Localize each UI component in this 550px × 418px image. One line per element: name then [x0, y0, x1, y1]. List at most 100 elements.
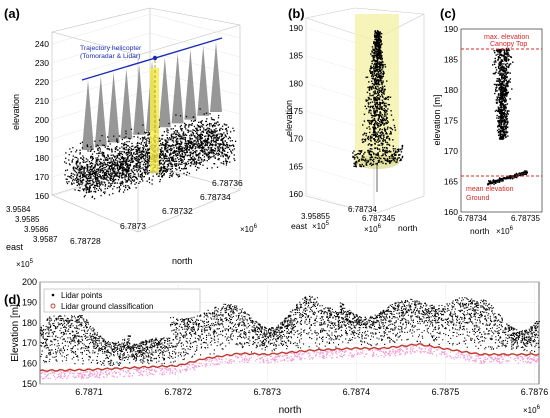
- panel-a-point: [82, 178, 85, 181]
- panel-a-point: [72, 178, 74, 180]
- panel-c-point: [505, 60, 508, 63]
- panel-a-point: [161, 147, 163, 149]
- panel-a-point: [87, 187, 89, 190]
- panel-d-ground-point: [482, 354, 484, 356]
- panel-b-point: [370, 143, 372, 146]
- panel-b-point: [370, 155, 372, 157]
- panel-a-point: [167, 164, 170, 166]
- panel-a-point: [215, 130, 217, 133]
- panel-a-point: [144, 131, 146, 133]
- panel-a-point: [206, 123, 209, 126]
- panel-b-point: [374, 65, 377, 68]
- panel-a-point: [183, 150, 185, 152]
- panel-b-point: [377, 107, 380, 110]
- panel-b-point: [361, 154, 364, 157]
- panel-a-point: [177, 148, 180, 150]
- panel-a-point: [226, 144, 229, 146]
- panel-a-point: [134, 175, 136, 178]
- panel-a-point: [205, 124, 208, 127]
- panel-c-point: [506, 115, 508, 118]
- panel-c-point: [507, 49, 509, 51]
- panel-a-point: [77, 167, 79, 169]
- panel-c-point: [500, 96, 503, 98]
- panel-a-east-tick: 3.9586: [24, 225, 49, 234]
- panel-d-ground-point: [230, 358, 232, 361]
- panel-b-point: [385, 118, 388, 120]
- panel-b-point: [378, 31, 380, 34]
- panel-c-point: [497, 110, 499, 112]
- panel-a-point: [128, 167, 130, 169]
- panel-a-point: [199, 145, 201, 147]
- panel-b-point: [392, 156, 395, 158]
- panel-c-point: [501, 102, 503, 104]
- panel-a-point: [91, 173, 94, 176]
- panel-b-point: [379, 46, 382, 49]
- panel-b-point: [375, 114, 377, 117]
- panel-d-ground-point: [42, 371, 44, 373]
- panel-a-point: [120, 162, 123, 164]
- panel-a-point: [173, 154, 175, 157]
- panel-a-point: [100, 183, 102, 185]
- panel-b-point: [379, 80, 381, 82]
- panel-a-point: [234, 159, 236, 162]
- panel-a-point: [194, 139, 196, 142]
- panel-c-point: [520, 172, 523, 174]
- panel-a-point: [104, 162, 106, 164]
- panel-b-point: [379, 39, 381, 42]
- panel-b-point: [389, 127, 391, 129]
- panel-a-point: [86, 169, 89, 171]
- panel-b-point: [375, 42, 378, 45]
- panel-b-point: [376, 111, 378, 113]
- panel-a-point: [201, 143, 204, 145]
- panel-a-point: [180, 155, 183, 157]
- panel-d-ground-point: [406, 350, 408, 353]
- panel-a-point: [198, 143, 200, 145]
- panel-d-ground-point: [216, 360, 218, 362]
- panel-b-point: [379, 105, 381, 107]
- panel-a-point: [212, 149, 214, 151]
- panel-b-point: [382, 153, 384, 155]
- panel-a-point: [212, 139, 215, 141]
- panel-c-point: [494, 57, 496, 60]
- panel-a-point: [162, 160, 164, 162]
- panel-b-point: [379, 113, 381, 115]
- panel-d-ground-point: [88, 373, 90, 376]
- panel-b-point: [377, 40, 379, 42]
- panel-a-point: [206, 154, 208, 156]
- panel-b-point: [374, 50, 377, 52]
- panel-a-point: [189, 147, 191, 149]
- panel-a-point: [86, 165, 88, 167]
- panel-a-point: [135, 169, 138, 171]
- panel-b-point: [369, 122, 372, 124]
- panel-d-ground-point: [496, 355, 499, 357]
- panel-d-ground-point: [236, 356, 239, 358]
- panel-b-point: [382, 134, 385, 137]
- panel-a-point: [163, 169, 165, 171]
- panel-a-point: [99, 171, 101, 173]
- panel-a-north-tick: 6.78734: [200, 192, 231, 202]
- panel-c-point: [502, 95, 505, 97]
- panel-b-point: [385, 106, 387, 108]
- panel-a-point: [108, 161, 110, 164]
- panel-b-point: [359, 150, 361, 152]
- panel-a-point: [97, 183, 99, 185]
- panel-a-point: [128, 160, 131, 162]
- panel-b-point: [375, 163, 377, 165]
- panel-a-point: [137, 158, 139, 161]
- panel-b-point: [378, 117, 380, 120]
- panel-b-point: [371, 62, 373, 65]
- panel-b-point: [378, 48, 380, 50]
- panel-c-point: [507, 91, 510, 94]
- panel-c-point: [495, 88, 497, 91]
- panel-a-point: [166, 137, 168, 139]
- panel-b-point: [376, 102, 378, 104]
- panel-b-point: [375, 36, 378, 39]
- panel-a-point: [185, 162, 187, 164]
- panel-a-point: [92, 171, 94, 173]
- panel-a-point: [167, 129, 169, 131]
- panel-c-point: [502, 179, 504, 182]
- panel-c-point: [498, 51, 500, 53]
- panel-b-point: [368, 111, 370, 114]
- panel-a-point: [138, 154, 140, 157]
- panel-a-point: [133, 165, 135, 168]
